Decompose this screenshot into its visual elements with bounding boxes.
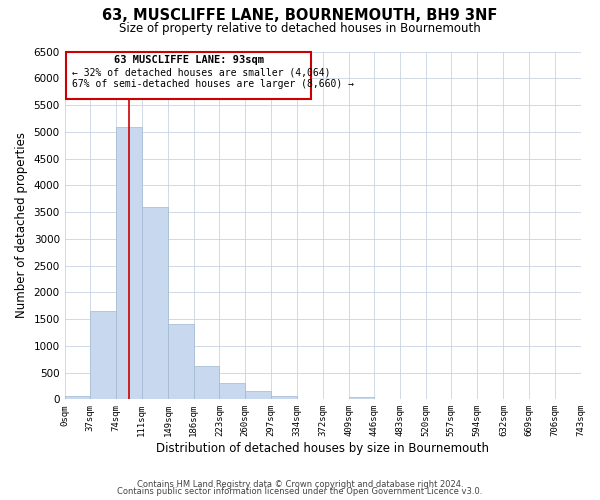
Bar bbox=[220, 384, 245, 400]
Bar bbox=[349, 396, 374, 400]
Bar bbox=[91, 311, 116, 400]
Text: 67% of semi-detached houses are larger (8,660) →: 67% of semi-detached houses are larger (… bbox=[71, 80, 353, 90]
Text: Contains public sector information licensed under the Open Government Licence v3: Contains public sector information licen… bbox=[118, 487, 482, 496]
Bar bbox=[142, 206, 168, 400]
Text: Contains HM Land Registry data © Crown copyright and database right 2024.: Contains HM Land Registry data © Crown c… bbox=[137, 480, 463, 489]
X-axis label: Distribution of detached houses by size in Bournemouth: Distribution of detached houses by size … bbox=[156, 442, 489, 455]
Text: ← 32% of detached houses are smaller (4,064): ← 32% of detached houses are smaller (4,… bbox=[71, 68, 330, 78]
Text: 63 MUSCLIFFE LANE: 93sqm: 63 MUSCLIFFE LANE: 93sqm bbox=[113, 55, 263, 65]
Bar bbox=[245, 392, 271, 400]
Bar bbox=[168, 324, 194, 400]
Bar bbox=[65, 396, 91, 400]
Bar bbox=[271, 396, 296, 400]
Bar bbox=[194, 366, 220, 400]
Text: Size of property relative to detached houses in Bournemouth: Size of property relative to detached ho… bbox=[119, 22, 481, 35]
Text: 63, MUSCLIFFE LANE, BOURNEMOUTH, BH9 3NF: 63, MUSCLIFFE LANE, BOURNEMOUTH, BH9 3NF bbox=[103, 8, 497, 23]
FancyBboxPatch shape bbox=[66, 52, 311, 98]
Y-axis label: Number of detached properties: Number of detached properties bbox=[15, 132, 28, 318]
Bar bbox=[116, 128, 142, 400]
